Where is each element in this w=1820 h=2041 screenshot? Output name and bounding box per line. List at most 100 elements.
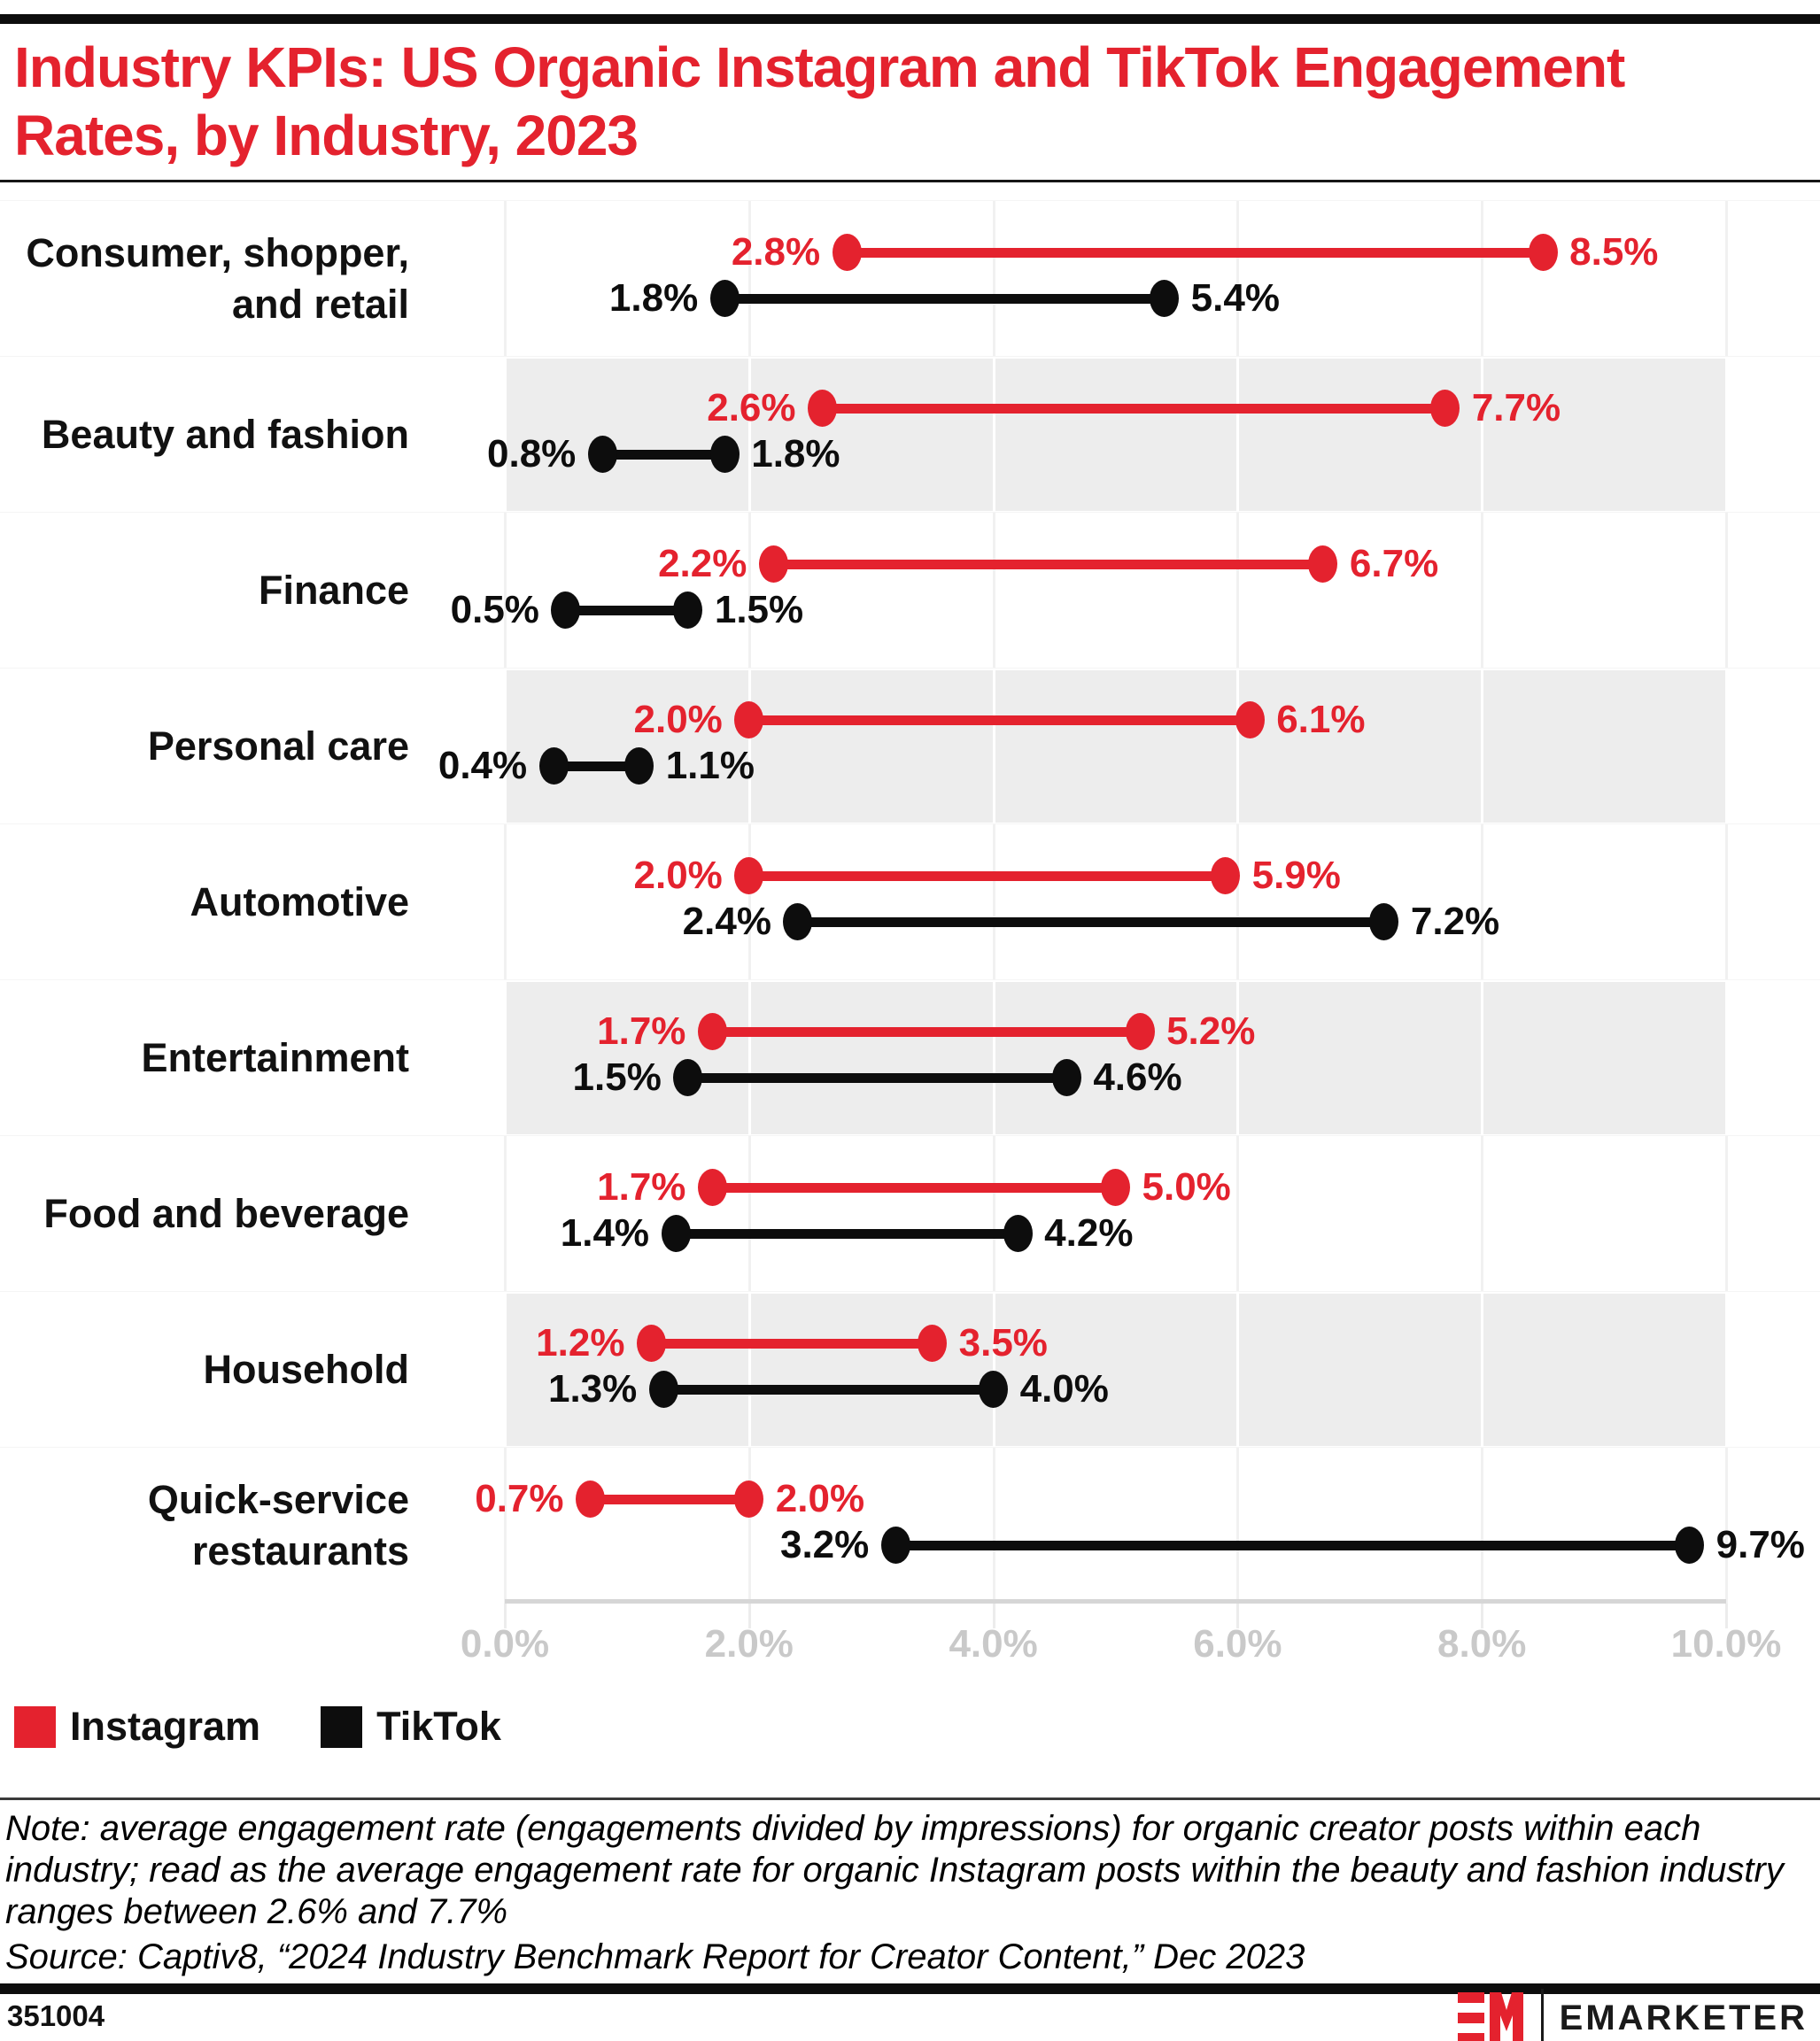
industry-row: Personal care 2.0% 6.1% 0.4% 1.1%: [0, 668, 1820, 824]
value-label-instagram-low: 0.7%: [475, 1477, 564, 1520]
chart-title-line1: Industry KPIs: US Organic Instagram and …: [14, 35, 1625, 99]
industry-row: Quick-service restaurants 0.7% 2.0% 3.2% 9.7%: [0, 1447, 1820, 1604]
gridline: [1236, 1136, 1240, 1292]
dumbbell-line-instagram: [773, 559, 1323, 569]
value-label-instagram-high: 3.5%: [958, 1321, 1048, 1365]
gridline: [1236, 513, 1240, 669]
dumbbell-line-instagram: [590, 1494, 749, 1504]
dumbbell-line-instagram: [847, 247, 1544, 258]
dumbbell-dot-instagram: [576, 1480, 606, 1518]
value-label-instagram-high: 2.0%: [775, 1477, 865, 1520]
value-label-instagram-low: 2.0%: [633, 854, 723, 897]
gridline: [747, 669, 751, 824]
gridline: [1725, 824, 1728, 980]
dumbbell-dot-tiktok: [979, 1371, 1009, 1408]
value-label-tiktok-high: 1.5%: [714, 588, 804, 631]
dumbbell-line-instagram: [712, 1026, 1141, 1037]
dumbbell-dot-instagram: [1211, 857, 1241, 894]
dumbbell-dot-tiktok: [587, 436, 617, 473]
gridline: [992, 1292, 995, 1448]
value-label-tiktok-high: 4.2%: [1044, 1211, 1134, 1255]
chart-title-line2: Rates, by Industry, 2023: [14, 103, 639, 167]
dumbbell-line-tiktok: [565, 605, 688, 615]
dumbbell-dot-tiktok: [538, 747, 569, 785]
gridline: [1236, 980, 1240, 1136]
x-axis-tick-labels: 0.0% 2.0% 4.0% 6.0% 8.0% 10.0%: [0, 1622, 1820, 1675]
gridline: [747, 1292, 751, 1448]
legend-item-instagram: Instagram: [14, 1704, 260, 1750]
gridline: [1236, 824, 1240, 980]
gridline: [992, 824, 995, 980]
bottom-rule-bar: [0, 1983, 1820, 1994]
industry-label: Personal care: [0, 669, 409, 824]
x-axis-tick-label: 6.0%: [1193, 1622, 1282, 1666]
gridline: [1725, 1292, 1728, 1448]
dumbbell-dot-instagram: [1528, 234, 1558, 271]
gridline: [747, 513, 751, 669]
x-axis-tick-label: 8.0%: [1437, 1622, 1527, 1666]
value-label-tiktok-high: 1.8%: [751, 432, 840, 475]
gridline: [1236, 357, 1240, 513]
dumbbell-line-tiktok: [676, 1228, 1018, 1239]
x-axis-tick-label: 2.0%: [704, 1622, 794, 1666]
dumbbell-line-instagram: [822, 403, 1445, 414]
legend-item-tiktok: TikTok: [321, 1704, 501, 1750]
industry-label-line: Food and beverage: [43, 1191, 409, 1236]
industry-label: Beauty and fashion: [0, 357, 409, 513]
legend-label: Instagram: [70, 1704, 261, 1749]
dumbbell-dot-instagram: [1235, 701, 1265, 738]
gridline: [1481, 201, 1484, 357]
dumbbell-dot-instagram: [1430, 390, 1460, 427]
value-label-tiktok-high: 4.6%: [1093, 1055, 1182, 1099]
legend-label: TikTok: [376, 1704, 501, 1749]
brand-name: EMARKETER: [1559, 1998, 1808, 2037]
gridline-stub: [1236, 1604, 1240, 1628]
dumbbell-line-tiktok: [895, 1540, 1690, 1550]
chart-title: Industry KPIs: US Organic Instagram and …: [14, 34, 1794, 170]
dumbbell-dot-tiktok: [624, 747, 654, 785]
gridline: [1481, 980, 1484, 1136]
dumbbell-line-tiktok: [724, 293, 1165, 304]
industry-label: Quick-service restaurants: [0, 1448, 409, 1604]
value-label-instagram-low: 1.2%: [536, 1321, 625, 1365]
value-label-instagram-high: 6.7%: [1349, 542, 1439, 585]
industry-label-line: Entertainment: [141, 1035, 409, 1080]
row-stripe: [505, 359, 1726, 511]
industry-label: Entertainment: [0, 980, 409, 1136]
value-label-instagram-low: 2.2%: [658, 542, 747, 585]
dumbbell-line-instagram: [712, 1182, 1116, 1193]
dumbbell-dot-tiktok: [880, 1527, 910, 1564]
row-stripe: [505, 982, 1726, 1134]
gridline: [747, 824, 751, 980]
dumbbell-dot-instagram: [734, 1480, 764, 1518]
gridline: [504, 1448, 507, 1604]
dumbbell-line-instagram: [651, 1338, 933, 1349]
gridline: [992, 357, 995, 513]
industry-row: Automotive 2.0% 5.9% 2.4% 7.2%: [0, 823, 1820, 980]
industry-label-line: Quick-service: [147, 1477, 409, 1522]
x-axis-tick-label: 0.0%: [460, 1622, 550, 1666]
value-label-instagram-low: 1.7%: [597, 1165, 686, 1209]
value-label-tiktok-low: 0.5%: [450, 588, 539, 631]
value-label-tiktok-low: 0.8%: [487, 432, 577, 475]
gridline: [1481, 357, 1484, 513]
gridline: [747, 201, 751, 357]
gridline: [1236, 669, 1240, 824]
dumbbell-line-instagram: [748, 870, 1226, 881]
title-divider: [0, 180, 1820, 182]
dumbbell-dot-instagram: [697, 1013, 727, 1050]
dumbbell-dot-instagram: [734, 701, 764, 738]
gridline: [747, 980, 751, 1136]
gridline: [1725, 980, 1728, 1136]
dumbbell-dot-tiktok: [648, 1371, 678, 1408]
gridline-stub: [1481, 1604, 1484, 1628]
industry-label-line: restaurants: [191, 1528, 409, 1573]
dumbbell-dot-tiktok: [1675, 1527, 1705, 1564]
value-label-instagram-high: 8.5%: [1569, 230, 1659, 274]
value-label-instagram-high: 5.2%: [1166, 1009, 1256, 1053]
gridline: [1481, 669, 1484, 824]
value-label-instagram-high: 5.0%: [1142, 1165, 1231, 1209]
value-label-instagram-high: 5.9%: [1251, 854, 1341, 897]
gridline: [1236, 201, 1240, 357]
